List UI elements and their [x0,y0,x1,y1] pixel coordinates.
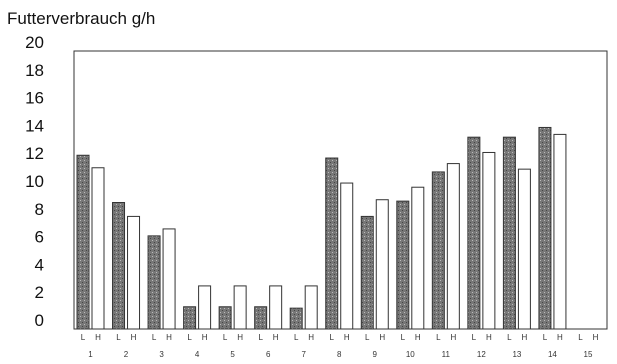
bar-L-7 [289,307,303,330]
bar-label: H [593,333,599,342]
bar-H-9 [375,199,389,330]
bar-H-6 [269,285,283,330]
x-category-label: 13 [512,350,521,359]
x-category-label: 3 [159,350,164,359]
bar-label: L [258,333,263,342]
bar-label: L [401,333,406,342]
bar-label: L [116,333,121,342]
y-tick-label: 10 [25,172,44,191]
y-tick-label: 0 [35,311,44,330]
bar-H-3 [162,228,176,330]
bar-L-13 [502,136,516,330]
bar-label: L [472,333,477,342]
bar-L-5 [218,306,232,330]
bar-label: L [578,333,583,342]
y-tick-label: 16 [25,89,44,108]
y-tick-label: 4 [35,255,44,274]
bar-label: H [415,333,421,342]
bar-label: H [273,333,279,342]
bar-label: H [379,333,385,342]
bar-label: L [294,333,299,342]
bar-label: L [543,333,548,342]
bar-label: H [237,333,243,342]
bar-label: L [152,333,157,342]
bar-label: H [95,333,101,342]
x-category-label: 1 [88,350,93,359]
bar-label: L [81,333,86,342]
bar-H-1 [91,167,105,330]
bar-label: L [436,333,441,342]
bar-L-3 [147,235,161,330]
bar-label: H [308,333,314,342]
bar-L-12 [467,136,481,330]
bar-L-4 [183,306,197,330]
bar-H-10 [411,186,425,330]
bar-H-2 [127,215,141,330]
bar-label: H [166,333,172,342]
bar-L-6 [254,306,268,330]
y-tick-label: 6 [35,228,44,247]
x-category-label: 2 [124,350,129,359]
x-category-label: 11 [442,350,451,359]
chart-title: Futterverbrauch g/h [7,9,155,28]
bar-label: H [450,333,456,342]
bar-label: L [223,333,228,342]
bar-L-10 [396,200,410,330]
bar-label: H [344,333,350,342]
bars [76,126,567,330]
x-category-label: 9 [373,350,378,359]
x-category-label: 7 [301,350,306,359]
bar-label: L [330,333,335,342]
x-category-label: 4 [195,350,200,359]
y-tick-label: 8 [35,200,44,219]
bar-L-11 [431,171,445,330]
bar-label: H [202,333,208,342]
y-tick-label: 2 [35,283,44,302]
y-axis-ticks: 0 2 4 6 8 10 12 14 16 18 20 [25,33,44,330]
x-category-label: 14 [548,350,557,359]
y-tick-label: 12 [25,144,44,163]
y-tick-label: 14 [25,116,44,135]
bar-L-8 [325,157,339,330]
bar-label: L [507,333,512,342]
bar-H-7 [304,285,318,330]
x-category-label: 10 [406,350,415,359]
bar-label: H [486,333,492,342]
bar-H-8 [340,182,354,330]
y-tick-label: 18 [25,61,44,80]
x-category-label: 8 [337,350,342,359]
bar-H-11 [446,163,460,330]
y-tick-label: 20 [25,33,44,52]
bar-H-4 [198,285,212,330]
bar-L-1 [76,154,90,330]
bar-L-2 [112,202,126,330]
x-category-label: 12 [477,350,486,359]
plot-frame [73,50,608,330]
bar-label: H [522,333,528,342]
bar-L-9 [360,215,374,330]
bar-L-14 [538,126,552,330]
bar-label: L [187,333,192,342]
x-category-label: 6 [266,350,271,359]
bar-H-13 [517,168,531,330]
x-category-label: 5 [230,350,235,359]
bar-label: H [131,333,137,342]
bar-H-14 [553,133,567,330]
x-category-label: 15 [584,350,593,359]
bar-label: H [557,333,563,342]
bar-label: L [365,333,370,342]
bar-H-5 [233,285,247,330]
bar-H-12 [482,151,496,330]
